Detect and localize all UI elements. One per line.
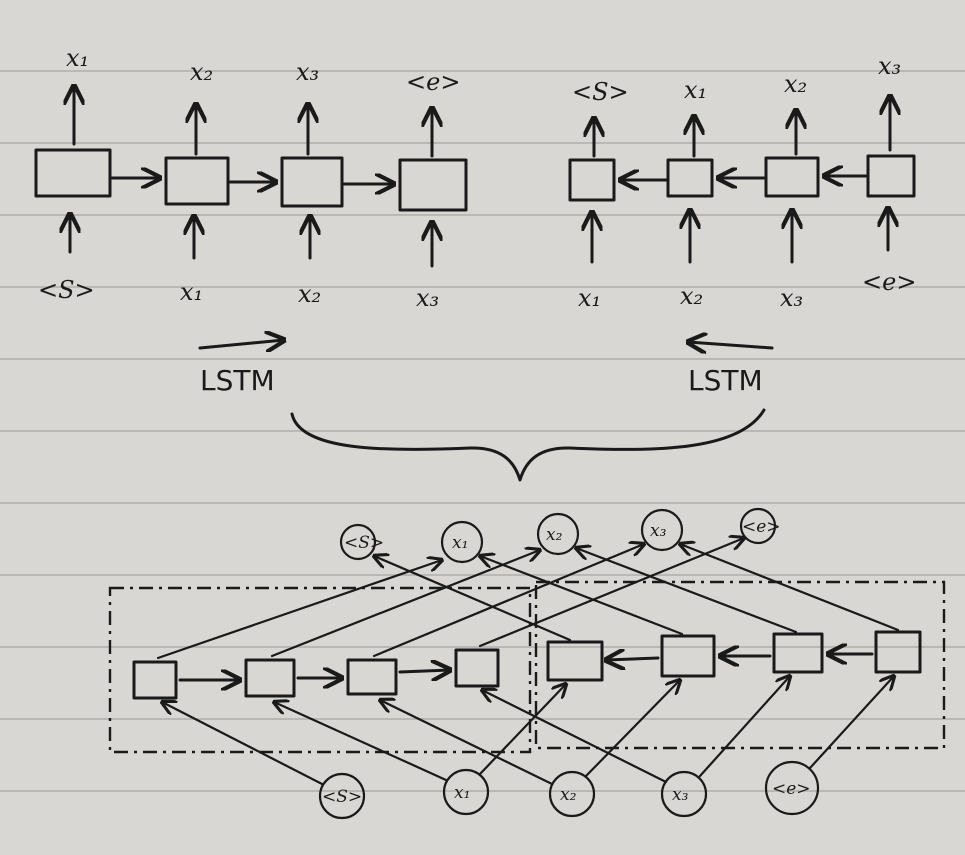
forward-lstm-diagram: <S> x₁ x₂ x₃ x₁ x₂ x₃ <e> LSTM (34, 44, 468, 397)
combined-input-node-5 (764, 760, 820, 816)
backward-output-label-3: x₂ (784, 70, 807, 98)
combined-output-node-1 (339, 523, 377, 561)
backward-input-label-3: x₃ (780, 284, 803, 312)
combined-output-label-1: <S> (344, 533, 384, 553)
combined-output-label-3: x₂ (546, 525, 563, 545)
edge-in4-fwd4 (482, 690, 668, 784)
forward-title-overarrow (198, 340, 284, 348)
combined-output-node-4 (640, 508, 684, 552)
backward-lstm-diagram: x₁ x₂ x₃ <e> <S> x₁ x₂ x₃ LSTM (568, 52, 916, 397)
backward-cell-4 (866, 154, 916, 198)
combined-output-label-2: x₁ (452, 533, 468, 553)
edge-fwd3-out4 (372, 544, 644, 658)
combined-backward-cell-2 (660, 634, 716, 678)
forward-input-label-4: x₃ (416, 284, 439, 312)
combined-output-node-3 (536, 512, 580, 556)
combined-output-node-5 (739, 507, 777, 545)
combined-backward-link-2-1 (606, 658, 660, 660)
edge-in2-bwd1 (478, 684, 566, 776)
backward-cell-2 (666, 158, 714, 198)
combined-output-label-4: x₃ (650, 521, 667, 541)
edge-fwd1-out2 (156, 560, 442, 660)
forward-cell-1 (34, 148, 112, 198)
combined-input-label-2: x₁ (454, 783, 470, 803)
combined-backward-cell-4 (874, 630, 922, 674)
combined-backward-cell-1 (546, 640, 604, 682)
backward-lstm-title: LSTM (688, 364, 763, 397)
combined-forward-cell-4 (454, 648, 500, 688)
edge-fwd4-out5 (478, 538, 744, 648)
combined-forward-cell-2 (244, 658, 296, 698)
combined-forward-cell-3 (346, 658, 398, 696)
combined-input-node-3 (548, 770, 596, 818)
combined-input-label-4: x₃ (672, 785, 689, 805)
edge-bwd4-out4 (680, 544, 900, 632)
backward-input-label-4: <e> (862, 268, 916, 296)
combined-input-node-1 (318, 772, 366, 820)
edge-in4-bwd3 (698, 676, 790, 778)
combined-backward-cell-3 (772, 632, 824, 674)
edge-bwd1-out1 (374, 556, 572, 642)
forward-output-label-1: x₁ (66, 44, 89, 72)
combined-forward-cell-1 (132, 660, 178, 700)
backward-title-overarrow (688, 342, 774, 348)
combined-output-label-5: <e> (742, 517, 781, 537)
forward-cell-4 (398, 158, 468, 212)
combined-input-node-2 (442, 768, 490, 816)
combined-input-label-3: x₂ (560, 785, 577, 805)
backward-input-label-2: x₂ (680, 282, 703, 310)
forward-input-label-1: <S> (38, 276, 95, 304)
edge-in2-fwd2 (274, 702, 448, 782)
forward-output-label-3: x₃ (296, 58, 319, 86)
forward-cell-2 (164, 156, 230, 206)
forward-input-label-2: x₁ (180, 278, 203, 306)
combined-forward-link-3-4 (398, 670, 450, 672)
combined-input-node-4 (660, 770, 708, 818)
combine-brace (290, 408, 766, 482)
edge-bwd3-out3 (576, 548, 798, 634)
combined-input-label-5: <e> (772, 779, 811, 799)
backward-cell-3 (764, 156, 820, 198)
forward-group-box (108, 586, 532, 754)
backward-output-label-1: <S> (572, 78, 629, 106)
forward-output-label-2: x₂ (190, 58, 213, 86)
edge-in1-fwd1 (162, 702, 324, 786)
bilstm-combined-diagram: <S> x₁ x₂ x₃ <e> <S> x₁ x₂ x₃ <e> (108, 507, 946, 820)
backward-group-box (534, 580, 946, 750)
edge-in3-bwd2 (584, 680, 680, 778)
backward-output-label-2: x₁ (684, 76, 707, 104)
combined-input-label-1: <S> (322, 787, 362, 807)
edge-in3-fwd3 (380, 700, 554, 786)
forward-input-label-3: x₂ (298, 280, 321, 308)
combined-output-node-2 (440, 520, 484, 564)
backward-cell-1 (568, 158, 616, 202)
edge-bwd2-out2 (480, 556, 684, 636)
forward-lstm-title: LSTM (200, 364, 275, 397)
forward-output-label-4: <e> (406, 68, 460, 96)
edge-in5-bwd4 (808, 676, 894, 770)
backward-input-label-1: x₁ (578, 284, 601, 312)
backward-output-label-4: x₃ (878, 52, 901, 80)
forward-cell-3 (280, 156, 344, 208)
